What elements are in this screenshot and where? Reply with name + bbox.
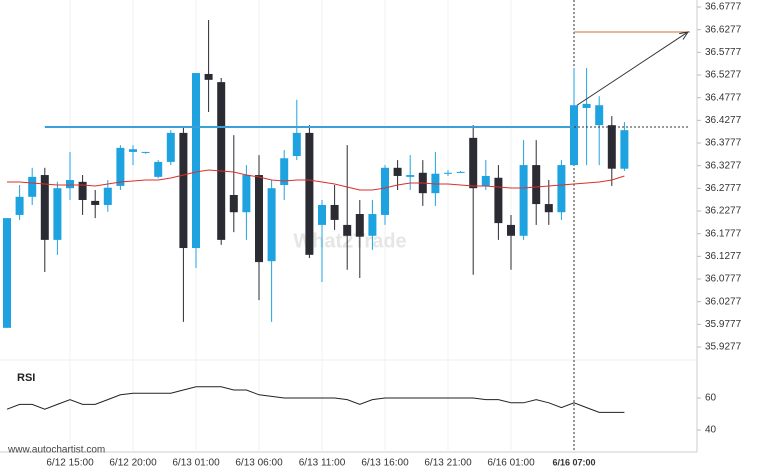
candle-body (91, 200, 100, 205)
candle-body (28, 176, 37, 197)
candle-body (519, 165, 528, 236)
y-tick-label: 36.2277 (705, 206, 742, 217)
candle-body (544, 204, 553, 213)
candle-body (355, 214, 364, 237)
candle-body (3, 218, 11, 328)
candle-body (154, 161, 163, 177)
y-tick-label: 36.0777 (705, 274, 742, 285)
candle-body (229, 194, 238, 213)
y-tick-label: 36.4777 (705, 92, 742, 103)
moving-average (7, 169, 625, 191)
candle-body (66, 180, 74, 189)
candle-body (103, 187, 112, 205)
candle-body (570, 105, 578, 166)
candle-body (469, 137, 478, 189)
candle-body (318, 204, 326, 225)
rsi-tick-label: 40 (705, 425, 717, 436)
y-tick-label: 35.9777 (705, 319, 742, 330)
candle-body (368, 214, 377, 236)
x-tick-label: 6/13 21:00 (424, 458, 472, 469)
x-tick-label: 6/13 01:00 (172, 458, 220, 469)
candle-body (129, 149, 137, 152)
y-tick-label: 36.6777 (705, 2, 742, 13)
candle-body (166, 132, 175, 162)
x-tick-label: 6/13 16:00 (361, 458, 409, 469)
y-tick-label: 36.4277 (705, 115, 742, 126)
candle-body (267, 188, 276, 262)
x-tick-label: 6/16 07:00 (552, 457, 595, 467)
rsi-line (6, 386, 625, 413)
candle-body (444, 172, 452, 174)
candle-body (595, 105, 604, 126)
candle-body (217, 82, 226, 240)
candle-body (406, 175, 415, 177)
y-tick-label: 36.1777 (705, 228, 742, 239)
rsi-tick-label: 60 (705, 393, 717, 404)
candle-body (582, 103, 591, 108)
y-tick-label: 36.1277 (705, 251, 742, 262)
x-tick-label: 6/13 06:00 (235, 458, 283, 469)
candle-body (607, 125, 616, 169)
candle-body (620, 130, 629, 169)
y-tick-label: 36.2777 (705, 183, 742, 194)
candle-body (456, 171, 465, 173)
y-tick-label: 36.5277 (705, 70, 742, 81)
y-tick-label: 36.0277 (705, 296, 742, 307)
candle-body (40, 175, 49, 240)
candle-body (255, 175, 263, 263)
y-tick-label: 35.9277 (705, 342, 742, 353)
candle-body (532, 165, 541, 205)
candle-body (507, 224, 515, 236)
x-tick-label: 6/12 20:00 (109, 458, 157, 469)
candle-body (330, 204, 339, 220)
candle-body (481, 175, 490, 186)
candle-body (343, 224, 352, 236)
candle-body (78, 181, 87, 200)
candle-body (381, 167, 389, 215)
candle-body (53, 188, 62, 240)
candle-body (494, 177, 503, 224)
rsi-label: RSI (17, 372, 35, 384)
candle-body (141, 151, 150, 153)
candle-body (242, 175, 251, 213)
candle-body (431, 173, 440, 194)
y-tick-label: 36.3777 (705, 138, 742, 149)
candle-body (557, 165, 566, 213)
x-tick-label: 6/13 11:00 (299, 458, 346, 469)
source: www.autochartist.com (7, 445, 105, 456)
candle-body (204, 73, 213, 80)
candle-body (192, 73, 200, 249)
y-tick-label: 36.5777 (705, 47, 742, 58)
x-tick-label: 6/16 01:00 (487, 458, 535, 469)
candle-body (179, 132, 188, 249)
candle-body (292, 132, 301, 157)
candle-body (116, 147, 125, 186)
y-tick-label: 36.3277 (705, 160, 742, 171)
projection-arrow (576, 31, 689, 106)
arrow-head (679, 31, 690, 40)
candle-body (280, 158, 289, 186)
candle-body (393, 167, 402, 176)
candle-body (15, 196, 24, 215)
x-tick-label: 6/12 15:00 (46, 458, 94, 469)
candle-body (305, 132, 314, 255)
y-tick-label: 36.6277 (705, 24, 742, 35)
